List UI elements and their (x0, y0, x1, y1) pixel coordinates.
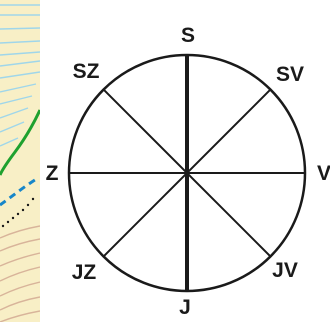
blue-contours (0, 4, 40, 147)
trail-line (0, 176, 39, 207)
label-west: Z (46, 162, 59, 185)
map-background (0, 0, 40, 322)
label-east: V (317, 162, 330, 185)
label-south: J (179, 296, 191, 319)
label-southeast: JV (272, 259, 298, 282)
black-dotted-line (1, 197, 35, 228)
northwest-southeast-axis (102, 88, 272, 258)
map-strip (0, 0, 40, 322)
brown-contours (0, 225, 40, 322)
label-north: S (181, 24, 195, 47)
label-southwest: JZ (72, 261, 97, 284)
label-northwest: SZ (73, 60, 100, 83)
compass-rose: S SV V JV J JZ Z SZ (46, 24, 330, 319)
river-line (0, 109, 40, 176)
label-northeast: SV (276, 63, 304, 86)
